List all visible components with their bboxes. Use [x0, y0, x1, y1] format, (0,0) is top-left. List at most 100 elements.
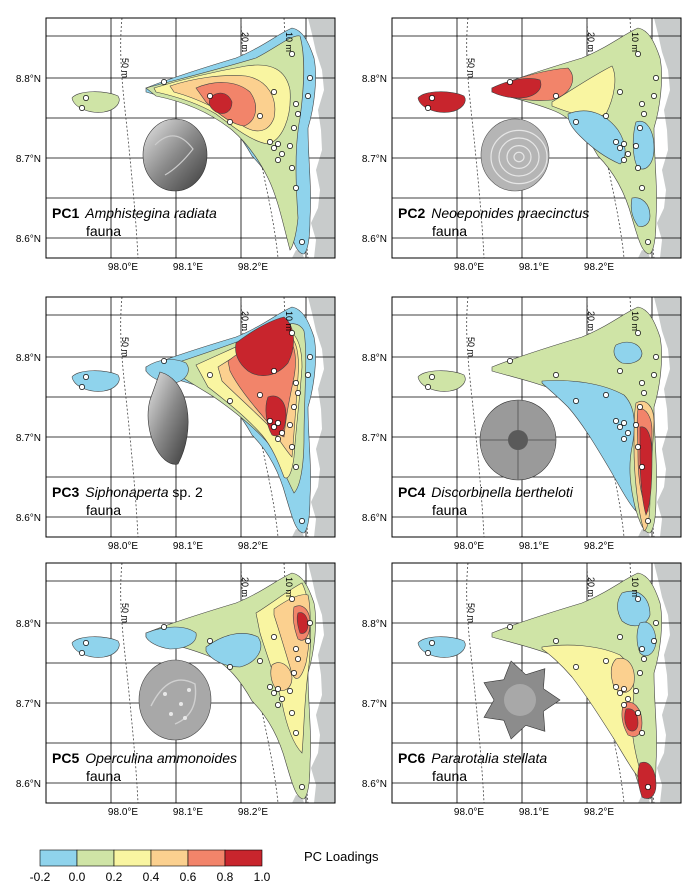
pc-code: PC3 [52, 484, 79, 500]
lat-tick-label: 8.7°N [16, 154, 41, 165]
depth-contour-label: 50 m [120, 337, 130, 357]
lon-tick-label: 98.1°E [519, 807, 549, 818]
legend-tick-label: 0.8 [217, 870, 234, 884]
species-name: Amphistegina radiata [84, 205, 217, 221]
lon-tick-label: 98.1°E [519, 541, 549, 552]
fauna-label: fauna [86, 502, 121, 518]
axis-labels: 8.8°N 8.7°N 8.6°N 98.0°E 98.1°E 98.2°E 8.8°N 8.… [16, 74, 615, 818]
depth-contour-label: 20 m [240, 577, 250, 597]
panel-pc3 [45, 296, 336, 538]
species-name: Operculina ammonoides [85, 750, 237, 766]
lat-tick-label: 8.8°N [16, 74, 41, 85]
lat-tick-label: 8.7°N [362, 154, 387, 165]
pararotalia-shell-image [483, 660, 561, 740]
pc-code: PC5 [52, 750, 79, 766]
neoeponides-shell-image [480, 118, 550, 192]
lat-tick-label: 8.6°N [16, 234, 41, 245]
legend-tick-label: 0.6 [180, 870, 197, 884]
operculina-shell-image [138, 659, 212, 741]
fauna-label: fauna [432, 768, 467, 784]
lon-tick-label: 98.0°E [454, 541, 484, 552]
species-name: Discorbinella bertheloti [431, 484, 574, 500]
depth-contour-label: 10 m [284, 32, 294, 52]
panel-captions: PC1 Amphistegina radiata fauna PC2 Neoeponid… [52, 205, 589, 784]
species-name: Pararotalia stellata [431, 750, 547, 766]
legend-swatch [150, 849, 189, 867]
species-suffix: sp. 2 [169, 484, 203, 500]
legend-tick-label: 0.0 [69, 870, 86, 884]
fauna-label: fauna [86, 223, 121, 239]
lon-tick-label: 98.0°E [454, 807, 484, 818]
lat-tick-label: 8.8°N [16, 619, 41, 630]
depth-contour-label: 50 m [466, 58, 476, 78]
panel-caption: PC2 Neoeponides praecinctus [398, 205, 589, 221]
legend-swatch [224, 849, 263, 867]
lat-tick-label: 8.8°N [362, 353, 387, 364]
lon-tick-label: 98.2°E [584, 262, 614, 273]
panel-pc2 [391, 17, 682, 259]
discorbinella-shell-image [479, 399, 557, 481]
depth-contour-label: 50 m [466, 603, 476, 623]
lat-tick-label: 8.8°N [362, 619, 387, 630]
lat-tick-label: 8.6°N [362, 779, 387, 790]
depth-contour-label: 10 m [284, 311, 294, 331]
panel-caption: PC3 Siphonaperta sp. 2 [52, 484, 203, 500]
lon-tick-label: 98.1°E [173, 807, 203, 818]
panel-caption: PC6 Pararotalia stellata [398, 750, 547, 766]
legend-tick-label: -0.2 [30, 870, 51, 884]
legend-swatch [113, 849, 152, 867]
lon-tick-label: 98.1°E [519, 262, 549, 273]
fauna-label: fauna [432, 502, 467, 518]
legend-swatch [187, 849, 226, 867]
fauna-label: fauna [86, 768, 121, 784]
depth-contour-label: 50 m [120, 603, 130, 623]
lat-tick-label: 8.6°N [362, 234, 387, 245]
lat-tick-label: 8.6°N [16, 513, 41, 524]
depth-contour-label: 10 m [630, 577, 640, 597]
legend-tick-label: 0.2 [106, 870, 123, 884]
depth-contour-label: 10 m [630, 32, 640, 52]
lon-tick-label: 98.1°E [173, 262, 203, 273]
lon-tick-label: 98.0°E [108, 541, 138, 552]
depth-contour-label: 50 m [466, 337, 476, 357]
legend-swatch [76, 849, 115, 867]
species-name: Siphonaperta [85, 484, 169, 500]
depth-contour-label: 10 m [284, 577, 294, 597]
lon-tick-label: 98.2°E [238, 807, 268, 818]
legend-tick-label: 0.4 [143, 870, 160, 884]
legend-ticks: -0.2 0.0 0.2 0.4 0.6 0.8 1.0 [30, 870, 271, 884]
panel-caption: PC1 Amphistegina radiata [52, 205, 217, 221]
depth-contour-label: 20 m [586, 311, 596, 331]
lon-tick-label: 98.0°E [454, 262, 484, 273]
panel-pc5 [45, 562, 336, 804]
panel-pc1 [45, 17, 336, 259]
panel-caption: PC5 Operculina ammonoides [52, 750, 237, 766]
depth-contour-label: 50 m [120, 58, 130, 78]
legend-tick-label: 1.0 [254, 870, 271, 884]
panel-caption: PC4 Discorbinella bertheloti [398, 484, 574, 500]
legend-title: PC Loadings [304, 849, 379, 864]
shell-images [138, 118, 561, 741]
fauna-label: fauna [432, 223, 467, 239]
lon-tick-label: 98.0°E [108, 807, 138, 818]
lat-tick-label: 8.6°N [362, 513, 387, 524]
lon-tick-label: 98.2°E [584, 807, 614, 818]
lon-tick-label: 98.2°E [238, 262, 268, 273]
lat-tick-label: 8.7°N [16, 433, 41, 444]
depth-contour-label: 20 m [586, 577, 596, 597]
lon-tick-label: 98.0°E [108, 262, 138, 273]
pc-code: PC1 [52, 205, 79, 221]
depth-contour-label: 20 m [240, 311, 250, 331]
legend-swatch [39, 849, 78, 867]
pc-code: PC4 [398, 484, 425, 500]
pc-code: PC6 [398, 750, 425, 766]
pc-code: PC2 [398, 205, 425, 221]
species-name: Neoeponides praecinctus [431, 205, 589, 221]
depth-contour-label: 20 m [586, 32, 596, 52]
lon-tick-label: 98.1°E [173, 541, 203, 552]
lon-tick-label: 98.2°E [584, 541, 614, 552]
legend-colorbar [39, 849, 263, 867]
legend: PC Loadings -0.2 0.0 0.2 0.4 0.6 0.8 1.0 [30, 849, 379, 884]
lon-tick-label: 98.2°E [238, 541, 268, 552]
